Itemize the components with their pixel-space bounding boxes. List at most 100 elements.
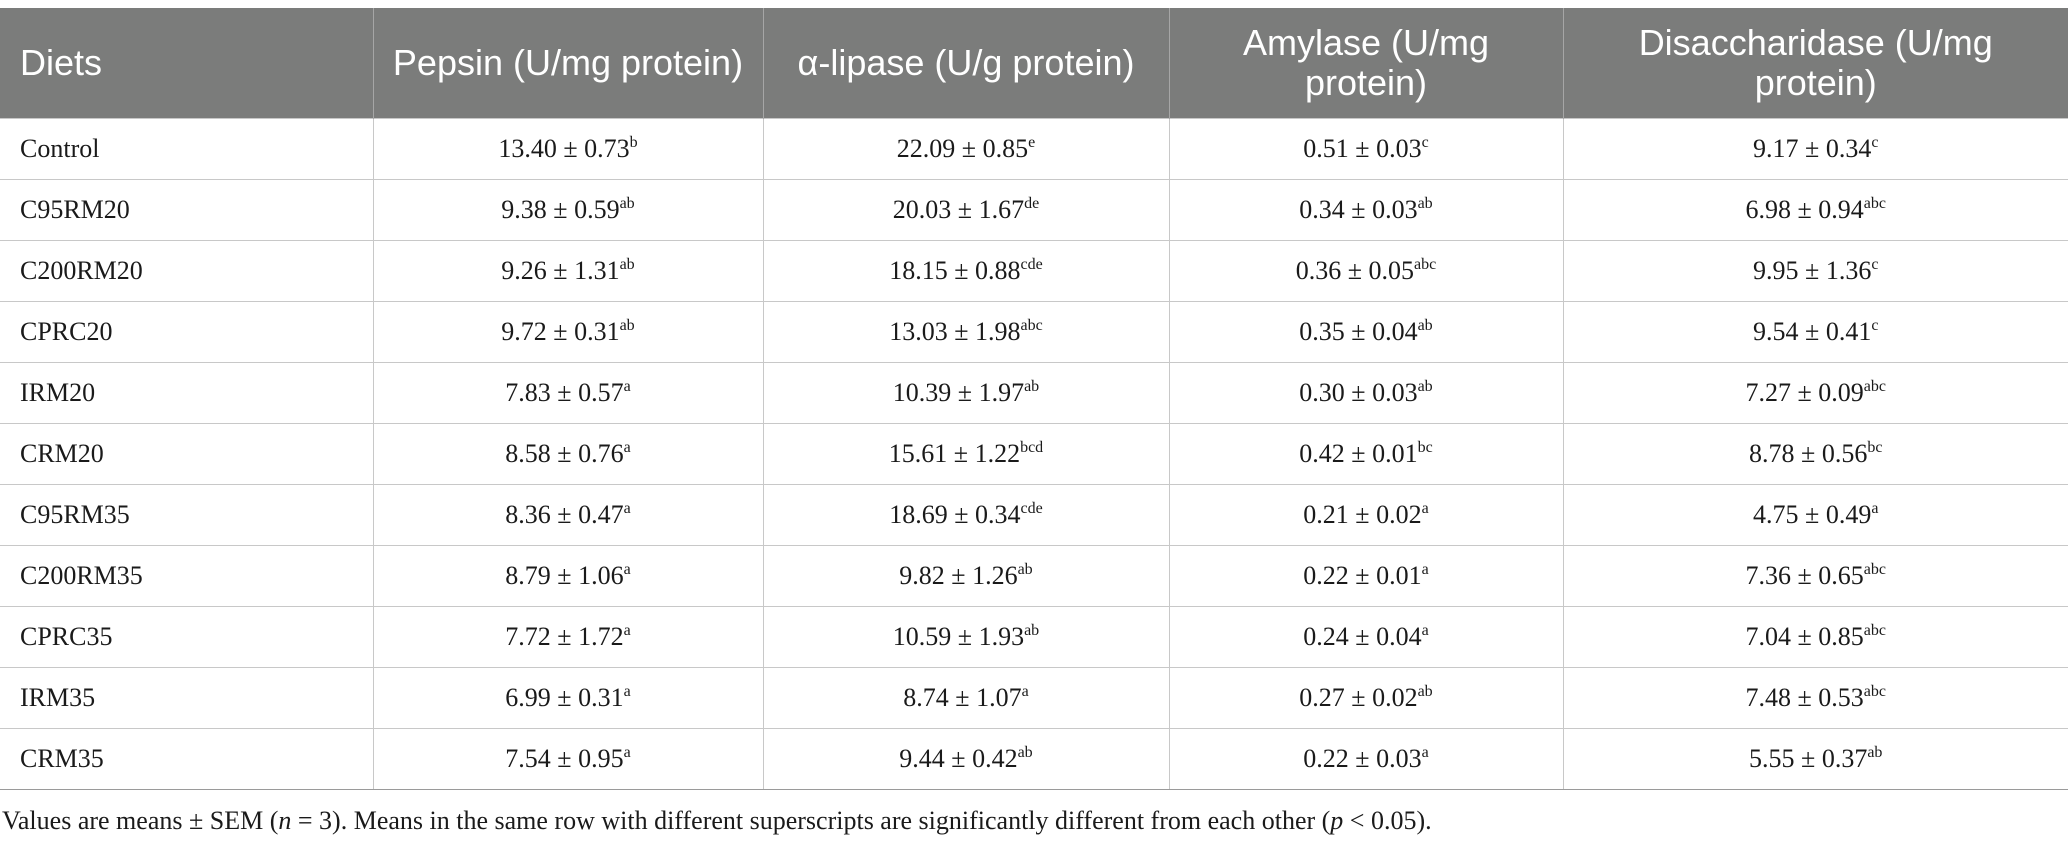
amylase-value: 0.36 ± 0.05 [1295, 256, 1415, 285]
lipase-value: 13.03 ± 1.98 [889, 317, 1021, 346]
disacch-superscript: bc [1867, 439, 1883, 456]
footnote-n: n [278, 806, 292, 835]
lipase-cell: 9.44 ± 0.42ab [762, 728, 1170, 790]
header-disaccharidase: Disaccharidase (U/mg protein) [1562, 8, 2068, 119]
pepsin-value: 9.72 ± 0.31 [501, 317, 620, 346]
disacch-value: 9.95 ± 1.36 [1753, 256, 1872, 285]
amylase-cell: 0.42 ± 0.01bc [1168, 423, 1564, 485]
diet-name-cell: IRM20 [0, 362, 374, 424]
table-footnote: Values are means ± SEM (n = 3). Means in… [2, 806, 1432, 836]
pepsin-value: 8.58 ± 0.76 [505, 439, 624, 468]
pepsin-value: 9.38 ± 0.59 [501, 195, 620, 224]
diet-name-cell: CRM35 [0, 728, 374, 790]
disacch-superscript: abc [1863, 561, 1886, 578]
pepsin-value: 13.40 ± 0.73 [498, 134, 630, 163]
lipase-cell: 9.82 ± 1.26ab [762, 545, 1170, 607]
amylase-superscript: ab [1417, 195, 1433, 212]
disacch-value: 9.54 ± 0.41 [1753, 317, 1872, 346]
amylase-superscript: a [1421, 744, 1429, 761]
lipase-superscript: a [1021, 683, 1029, 700]
diet-name-cell: C200RM35 [0, 545, 374, 607]
lipase-superscript: ab [1017, 744, 1033, 761]
enzyme-activity-table: Diets Pepsin (U/mg protein) α-lipase (U/… [0, 8, 2068, 790]
diet-name-cell: CPRC35 [0, 606, 374, 668]
pepsin-superscript: b [629, 134, 638, 151]
disacch-cell: 4.75 ± 0.49a [1562, 484, 2068, 546]
disacch-superscript: abc [1863, 195, 1886, 212]
disacch-superscript: abc [1863, 622, 1886, 639]
diet-name-cell: CPRC20 [0, 301, 374, 363]
lipase-cell: 18.15 ± 0.88cde [762, 240, 1170, 302]
pepsin-superscript: ab [619, 317, 635, 334]
lipase-value: 20.03 ± 1.67 [892, 195, 1025, 224]
amylase-cell: 0.35 ± 0.04ab [1168, 301, 1564, 363]
pepsin-value: 7.83 ± 0.57 [505, 378, 624, 407]
diet-name-cell: Control [0, 118, 374, 180]
diet-name-cell: C95RM20 [0, 179, 374, 241]
pepsin-superscript: a [623, 378, 631, 395]
amylase-value: 0.42 ± 0.01 [1299, 439, 1418, 468]
pepsin-value: 6.99 ± 0.31 [505, 683, 624, 712]
table-row: CRM20 8.58 ± 0.76a 15.61 ± 1.22bcd 0.42 ± 0… [0, 423, 2068, 485]
header-pepsin: Pepsin (U/mg protein) [372, 8, 764, 119]
pepsin-cell: 9.72 ± 0.31ab [372, 301, 764, 363]
pepsin-cell: 8.79 ± 1.06a [372, 545, 764, 607]
pepsin-cell: 13.40 ± 0.73b [372, 118, 764, 180]
amylase-superscript: ab [1417, 317, 1433, 334]
header-lipase: α-lipase (U/g protein) [762, 8, 1170, 119]
table-body: Control 13.40 ± 0.73b 22.09 ± 0.85e 0.51 ± … [0, 118, 2068, 790]
amylase-superscript: a [1421, 500, 1429, 517]
lipase-cell: 8.74 ± 1.07a [762, 667, 1170, 729]
disacch-cell: 9.95 ± 1.36c [1562, 240, 2068, 302]
disacch-cell: 5.55 ± 0.37ab [1562, 728, 2068, 790]
pepsin-superscript: a [623, 561, 631, 578]
pepsin-value: 9.26 ± 1.31 [501, 256, 620, 285]
lipase-cell: 10.39 ± 1.97ab [762, 362, 1170, 424]
table-row: Control 13.40 ± 0.73b 22.09 ± 0.85e 0.51 ± … [0, 118, 2068, 180]
table-row: C95RM35 8.36 ± 0.47a 18.69 ± 0.34cde 0.21 ±… [0, 484, 2068, 546]
disacch-superscript: c [1871, 317, 1879, 334]
lipase-cell: 13.03 ± 1.98abc [762, 301, 1170, 363]
table-container: Diets Pepsin (U/mg protein) α-lipase (U/… [0, 8, 2068, 790]
lipase-superscript: cde [1020, 500, 1043, 517]
header-amylase: Amylase (U/mg protein) [1168, 8, 1564, 119]
header-diets: Diets [0, 8, 374, 119]
diet-name-cell: C95RM35 [0, 484, 374, 546]
amylase-cell: 0.51 ± 0.03c [1168, 118, 1564, 180]
disacch-value: 7.27 ± 0.09 [1745, 378, 1864, 407]
amylase-cell: 0.22 ± 0.01a [1168, 545, 1564, 607]
disacch-cell: 7.48 ± 0.53abc [1562, 667, 2068, 729]
pepsin-value: 7.54 ± 0.95 [505, 744, 624, 773]
lipase-value: 9.82 ± 1.26 [899, 561, 1018, 590]
lipase-value: 22.09 ± 0.85 [896, 134, 1029, 163]
lipase-value: 9.44 ± 0.42 [899, 744, 1018, 773]
pepsin-cell: 7.83 ± 0.57a [372, 362, 764, 424]
table-row: IRM35 6.99 ± 0.31a 8.74 ± 1.07a 0.27 ± 0.02… [0, 667, 2068, 729]
amylase-cell: 0.30 ± 0.03ab [1168, 362, 1564, 424]
disacch-cell: 7.04 ± 0.85abc [1562, 606, 2068, 668]
disacch-cell: 9.17 ± 0.34c [1562, 118, 2068, 180]
pepsin-value: 8.36 ± 0.47 [505, 500, 624, 529]
pepsin-cell: 8.36 ± 0.47a [372, 484, 764, 546]
amylase-value: 0.35 ± 0.04 [1299, 317, 1418, 346]
disacch-cell: 7.27 ± 0.09abc [1562, 362, 2068, 424]
table-row: C95RM20 9.38 ± 0.59ab 20.03 ± 1.67de 0.34 ±… [0, 179, 2068, 241]
table-row: CPRC35 7.72 ± 1.72a 10.59 ± 1.93ab 0.24 ± 0… [0, 606, 2068, 668]
lipase-value: 10.59 ± 1.93 [892, 622, 1025, 651]
disacch-superscript: ab [1867, 744, 1883, 761]
amylase-value: 0.22 ± 0.01 [1303, 561, 1422, 590]
disacch-value: 4.75 ± 0.49 [1753, 500, 1872, 529]
amylase-superscript: abc [1414, 256, 1437, 273]
pepsin-superscript: a [623, 439, 631, 456]
lipase-cell: 15.61 ± 1.22bcd [762, 423, 1170, 485]
disacch-cell: 9.54 ± 0.41c [1562, 301, 2068, 363]
disacch-superscript: abc [1863, 683, 1886, 700]
amylase-cell: 0.24 ± 0.04a [1168, 606, 1564, 668]
amylase-value: 0.30 ± 0.03 [1299, 378, 1418, 407]
disacch-superscript: c [1871, 256, 1879, 273]
table-row: IRM20 7.83 ± 0.57a 10.39 ± 1.97ab 0.30 ± 0.… [0, 362, 2068, 424]
diet-name-cell: C200RM20 [0, 240, 374, 302]
amylase-value: 0.34 ± 0.03 [1299, 195, 1418, 224]
lipase-cell: 10.59 ± 1.93ab [762, 606, 1170, 668]
pepsin-cell: 9.26 ± 1.31ab [372, 240, 764, 302]
